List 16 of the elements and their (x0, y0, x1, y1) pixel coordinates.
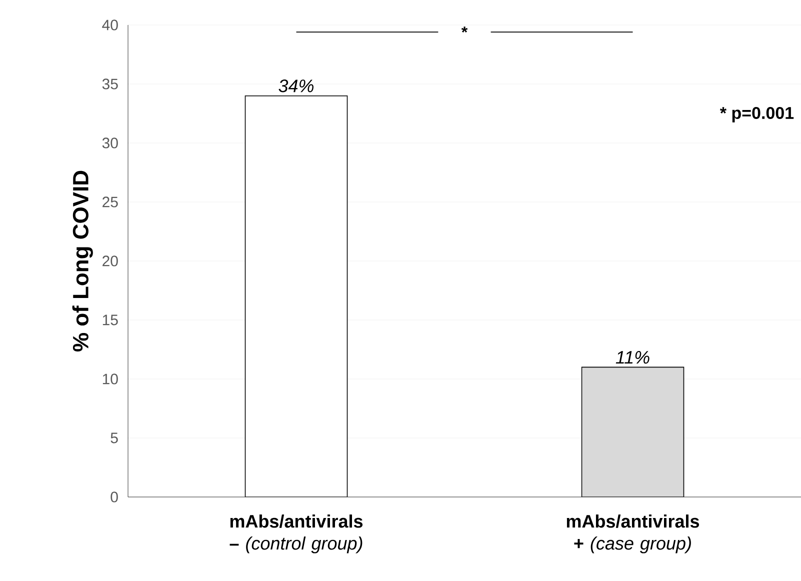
y-tick-label: 0 (110, 492, 118, 502)
y-tick-label: 30 (102, 138, 118, 148)
y-tick-label: 35 (102, 78, 118, 90)
data-label: 34% (278, 80, 314, 92)
y-tick-label: 40 (102, 20, 118, 30)
y-tick-label: 15 (102, 314, 118, 326)
annotation: * p=0.001 (720, 106, 794, 122)
data-label: 11% (616, 351, 650, 364)
y-tick-label: 10 (102, 374, 118, 384)
y-axis-title: % of Long COVID (72, 170, 93, 352)
x-tick-label: mAbs/antivirals + (case group) (566, 514, 700, 554)
x-tick-label: mAbs/antivirals – (control group) (230, 514, 363, 554)
y-tick-label: 25 (102, 196, 118, 208)
y-tick-label: 5 (110, 432, 118, 444)
y-tick-label: 20 (102, 256, 118, 266)
annotation: * (461, 26, 468, 33)
